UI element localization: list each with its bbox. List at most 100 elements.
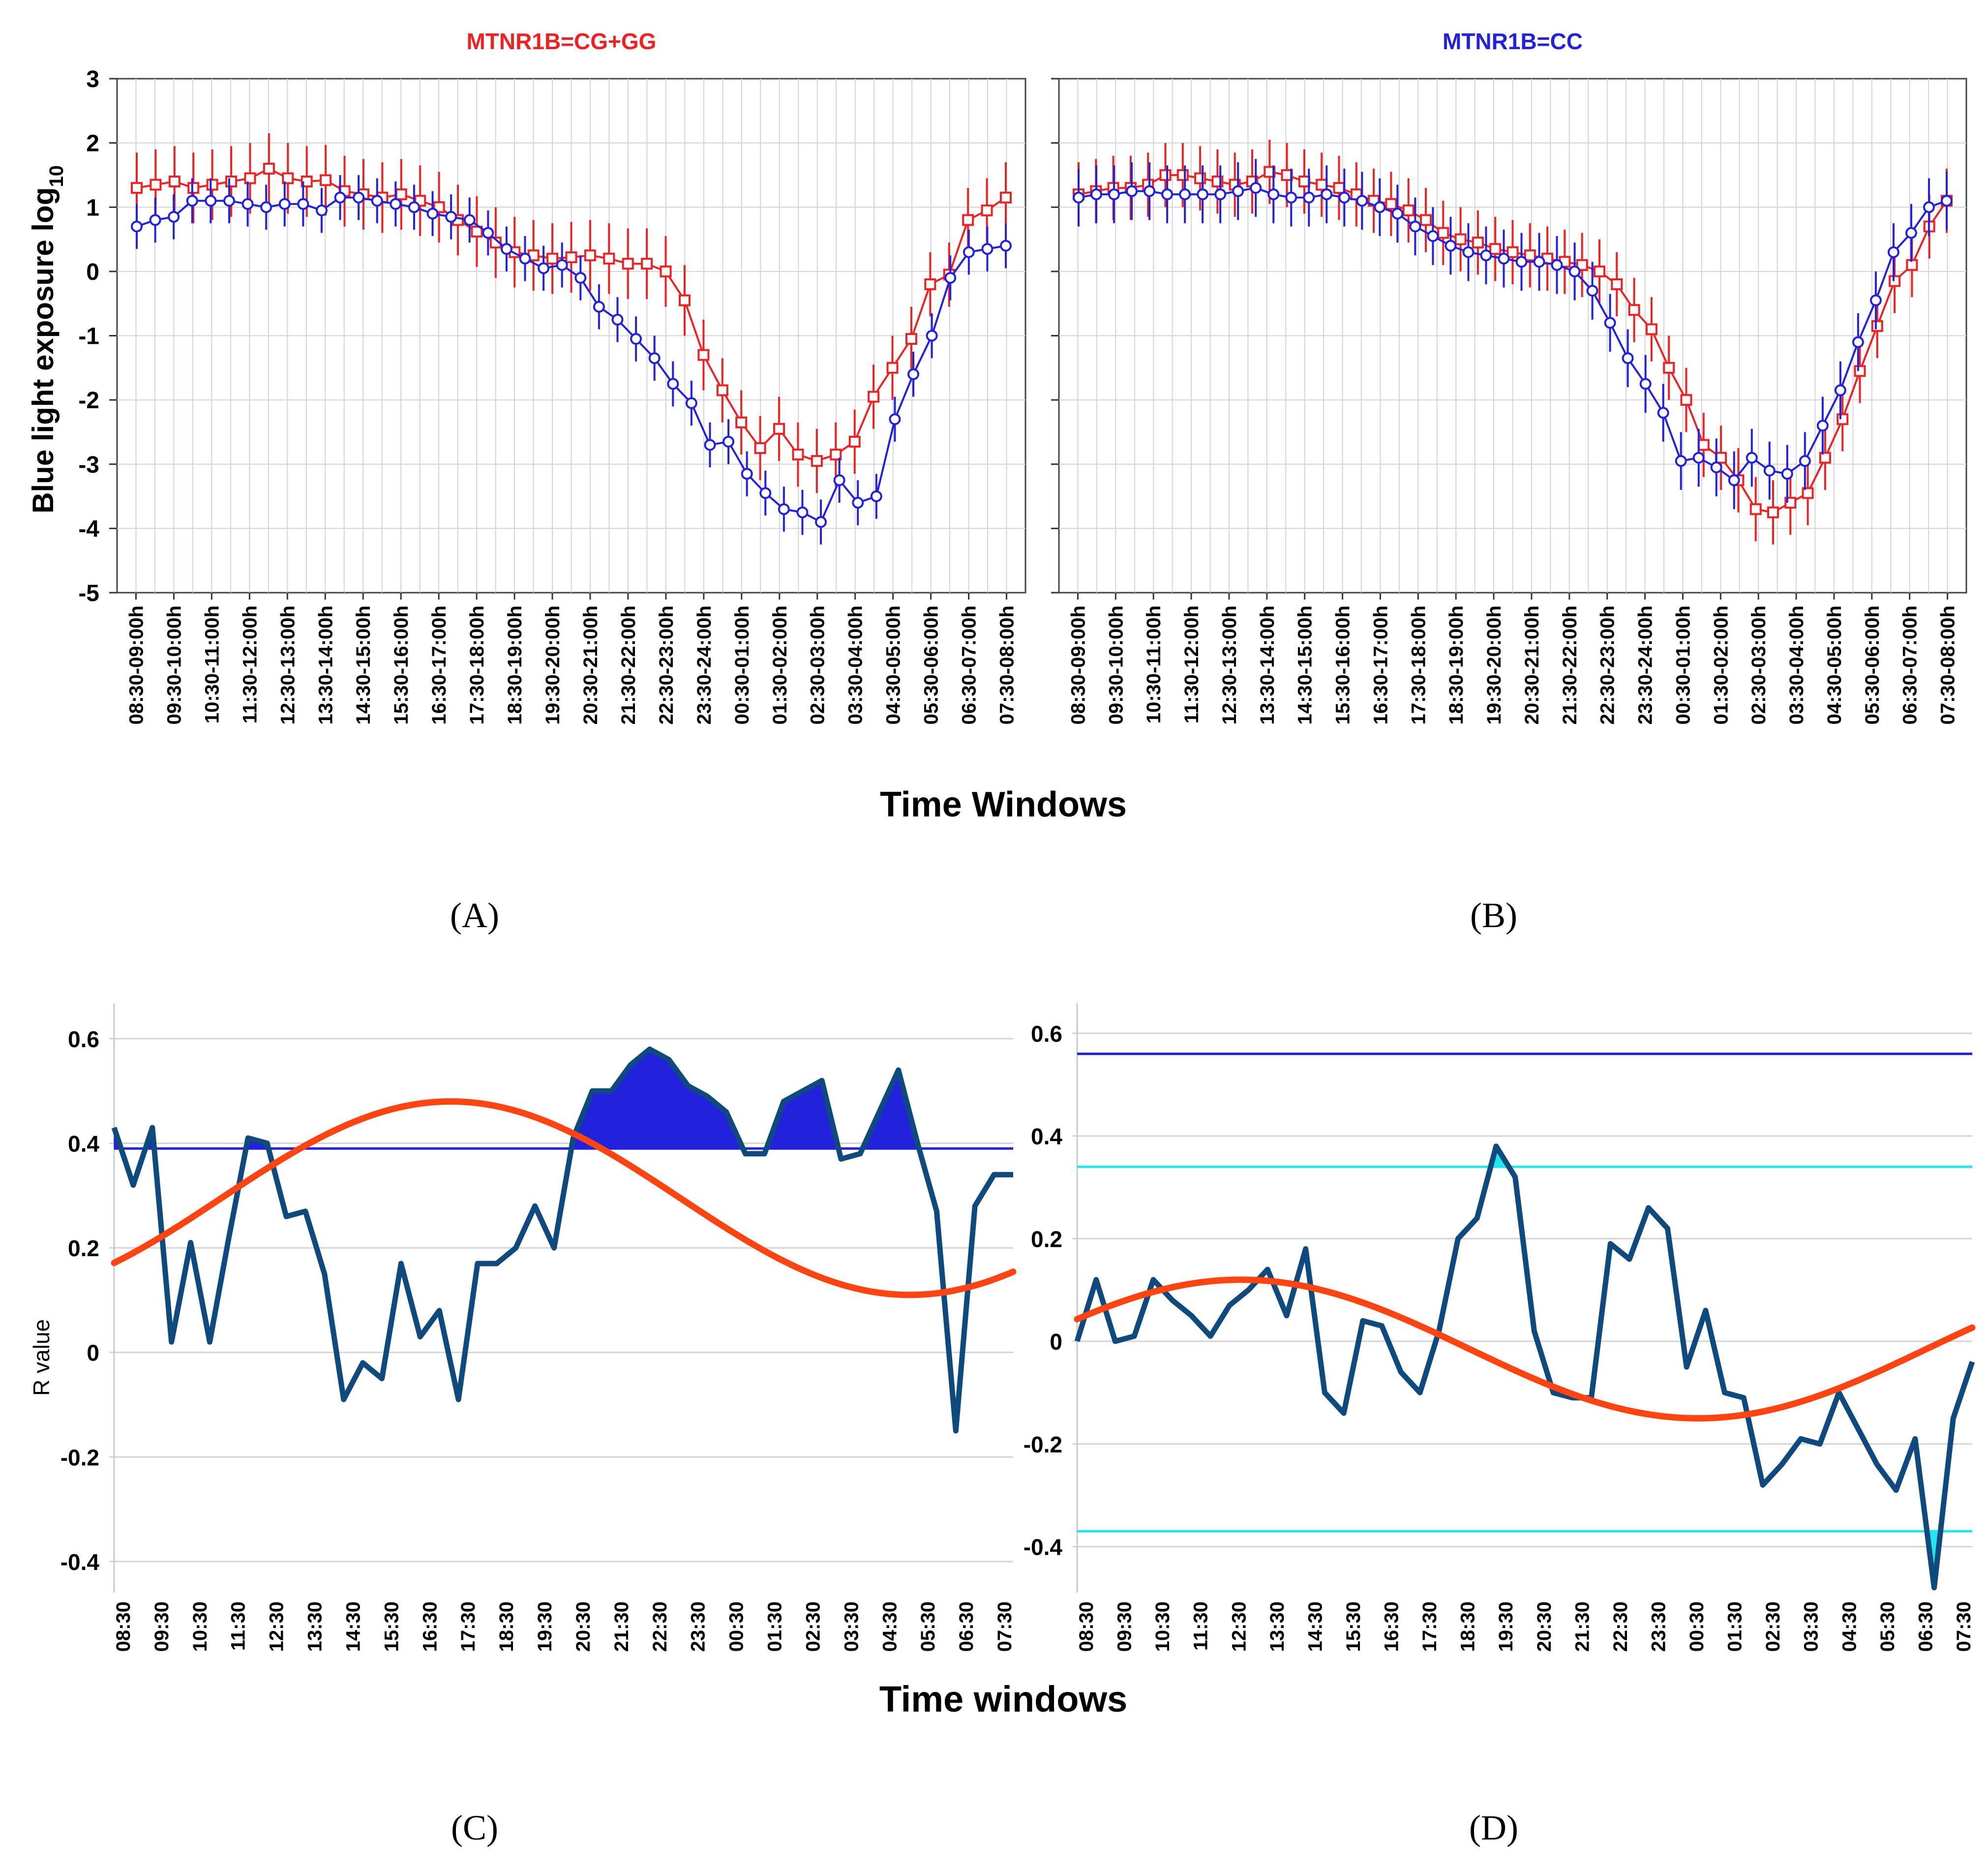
x-tick-label: 19:30-20:00h: [542, 605, 564, 724]
x-tick-label: 15:30-16:00h: [1332, 605, 1354, 724]
point-marker-blue: [1923, 201, 1935, 213]
x-tick-label: 09:30-10:00h: [163, 605, 185, 724]
x-tick-label: 21:30-22:00h: [1559, 605, 1581, 724]
point-marker-blue: [1639, 378, 1652, 390]
point-marker-red: [1837, 413, 1849, 425]
x-tick-label: 04:30-05:00h: [883, 605, 904, 724]
x-tick-label: 10:30-11:00h: [201, 605, 223, 724]
point-marker-blue: [1675, 455, 1687, 467]
x-tick-label: 02:30-03:00h: [1748, 605, 1770, 724]
point-marker-red: [735, 416, 748, 428]
point-marker-blue: [1480, 249, 1492, 262]
point-marker-blue: [1090, 188, 1103, 201]
point-marker-blue: [1604, 317, 1616, 329]
x-tick-label: 19:30-20:00h: [1483, 605, 1505, 724]
point-marker-blue: [1179, 188, 1191, 201]
x-tick-label: 03:30-04:00h: [845, 605, 867, 724]
y-tick-label: -5: [78, 580, 99, 606]
point-marker-blue: [1869, 294, 1882, 306]
point-marker-blue: [1108, 188, 1120, 201]
point-marker-blue: [741, 468, 753, 480]
x-tick-label: 05:30: [917, 1601, 939, 1652]
point-marker-red: [1802, 487, 1814, 499]
y-tick-label: 2: [86, 131, 99, 157]
x-tick-label: 15:30: [381, 1601, 402, 1652]
point-marker-blue: [944, 271, 957, 284]
x-tick-label: 02:30: [1762, 1601, 1784, 1652]
point-marker-blue: [611, 313, 624, 326]
x-tick-label: 23:30-24:00h: [693, 605, 715, 724]
point-marker-red: [1159, 169, 1172, 181]
x-tick-label: 00:30-01:00h: [1672, 605, 1694, 724]
x-tick-label: 14:30-15:00h: [1295, 605, 1316, 724]
x-tick-label: 06:30-07:00h: [1899, 605, 1921, 724]
point-marker-red: [1628, 304, 1640, 316]
point-marker-blue: [1197, 188, 1209, 201]
x-tick-label: 01:30: [1724, 1601, 1746, 1652]
point-marker-blue: [556, 259, 568, 271]
point-marker-blue: [1250, 182, 1262, 194]
point-marker-blue: [131, 220, 143, 233]
x-tick-label: 14:30: [1304, 1601, 1326, 1652]
panel-label-a: (A): [450, 896, 499, 935]
point-marker-red: [1663, 362, 1675, 374]
point-marker-blue: [1232, 185, 1244, 197]
x-tick-label: 00:30: [726, 1601, 748, 1652]
point-marker-blue: [445, 211, 457, 223]
point-marker-red: [981, 204, 993, 216]
point-marker-red: [1767, 506, 1779, 518]
panel-label-d: (D): [1469, 1808, 1518, 1847]
point-marker-red: [1454, 233, 1467, 245]
point-marker-red: [792, 449, 804, 461]
point-marker-blue: [1622, 352, 1634, 364]
x-tick-label: 18:30-19:00h: [504, 605, 526, 724]
x-tick-label: 02:30-03:00h: [807, 605, 829, 724]
x-tick-label: 17:30-18:00h: [1408, 605, 1429, 724]
point-marker-blue: [1657, 407, 1669, 419]
x-tick-label: 17:30-18:00h: [466, 605, 488, 724]
point-marker-red: [1000, 191, 1012, 204]
x-tick-label: 03:30-04:00h: [1786, 605, 1807, 724]
y-tick-label: -0.2: [60, 1445, 99, 1470]
point-marker-red: [1749, 503, 1762, 515]
point-marker-red: [622, 258, 634, 270]
exceedance-area: [592, 1090, 612, 1149]
point-marker-red: [168, 176, 181, 187]
point-marker-blue: [278, 198, 291, 210]
point-marker-blue: [1267, 188, 1280, 201]
point-marker-red: [773, 422, 785, 435]
point-marker-red: [1594, 265, 1605, 277]
point-marker-blue: [1834, 384, 1846, 396]
x-tick-label: 07:30-08:00h: [1937, 605, 1959, 724]
point-marker-red: [301, 176, 313, 187]
x-tick-label: 01:30: [764, 1601, 786, 1652]
x-tick-label: 13:30: [1266, 1601, 1288, 1652]
point-marker-blue: [778, 503, 790, 515]
x-tick-label: 13:30: [304, 1601, 326, 1652]
point-marker-red: [678, 294, 691, 306]
point-marker-red: [150, 179, 162, 191]
panel-c-chart: 0.6 0.4 0.2 0 -0.2 -0.4 08:30 09:30 10:30 11:30 12…: [29, 1003, 1127, 1719]
y-tick-label: 0: [1050, 1329, 1062, 1355]
point-marker-red: [603, 252, 615, 265]
point-marker-blue: [593, 301, 605, 313]
x-tick-label: 15:30-16:00h: [391, 605, 412, 724]
x-tick-label: 11:30: [228, 1601, 249, 1651]
point-marker-red: [1264, 166, 1276, 178]
x-tick-label: 21:30: [611, 1601, 633, 1652]
x-tick-label: 18:30: [496, 1601, 517, 1652]
y-tick-label: -2: [78, 388, 99, 414]
point-marker-blue: [1781, 468, 1793, 480]
point-marker-red: [697, 349, 710, 361]
x-tick-label: 10:30: [189, 1601, 211, 1652]
point-marker-blue: [315, 204, 328, 216]
point-marker-red: [263, 162, 275, 175]
point-marker-blue: [1551, 259, 1563, 271]
x-tick-label: 17:30: [1419, 1601, 1441, 1652]
point-marker-blue: [1462, 246, 1475, 258]
point-marker-blue: [353, 191, 365, 204]
y-axis-label: Blue light exposure log10: [27, 165, 67, 513]
x-tick-label: 11:30: [1190, 1601, 1212, 1651]
x-tick-label: 13:30-14:00h: [315, 605, 336, 724]
